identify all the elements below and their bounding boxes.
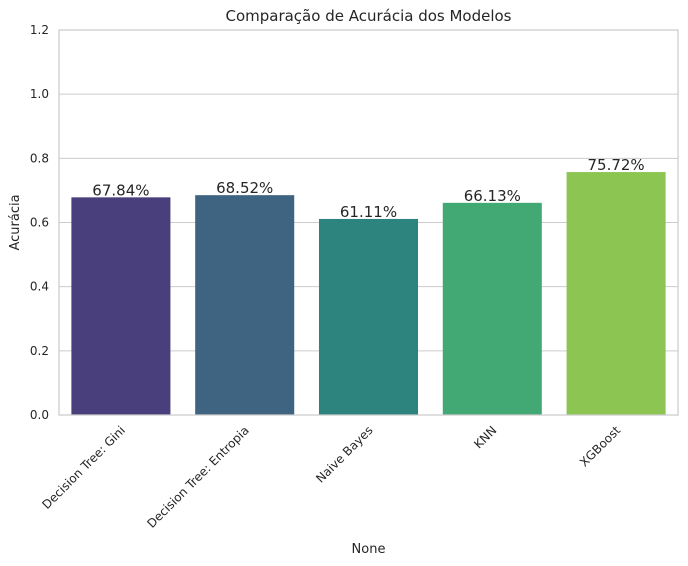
x-tick-label: XGBoost bbox=[577, 423, 623, 469]
bar-value-label: 61.11% bbox=[340, 203, 397, 221]
bar-value-label: 75.72% bbox=[587, 156, 644, 174]
y-tick-label: 0.4 bbox=[30, 280, 49, 294]
x-tick-label: KNN bbox=[471, 423, 499, 451]
bar-value-label: 66.13% bbox=[464, 187, 521, 205]
bars bbox=[71, 172, 666, 415]
x-axis-label: None bbox=[352, 542, 386, 557]
bar bbox=[195, 195, 295, 415]
x-tick-label: Naive Bayes bbox=[313, 423, 375, 485]
y-tick-label: 0.6 bbox=[30, 216, 49, 230]
bar-value-label: 68.52% bbox=[216, 179, 273, 197]
bar-value-labels: 67.84% 68.52% 61.11% 66.13% 75.72% bbox=[92, 156, 644, 221]
bar bbox=[318, 218, 419, 415]
y-tick-label: 0.8 bbox=[30, 151, 49, 165]
bar bbox=[566, 172, 666, 415]
x-tick-label: Decision Tree: Gini bbox=[39, 423, 128, 512]
y-tick-label: 1.0 bbox=[30, 87, 49, 101]
y-axis-label: Acurácia bbox=[8, 194, 23, 250]
y-tick-labels: 0.0 0.2 0.4 0.6 0.8 1.0 1.2 bbox=[30, 23, 49, 422]
y-tick-label: 0.2 bbox=[30, 344, 49, 358]
bar-value-label: 67.84% bbox=[92, 181, 149, 199]
x-tick-labels: Decision Tree: Gini Decision Tree: Entrop… bbox=[39, 423, 623, 531]
x-tick-label: Decision Tree: Entropia bbox=[144, 423, 251, 530]
plot-frame bbox=[58, 29, 679, 416]
chart-title: Comparação de Acurácia dos Modelos bbox=[225, 7, 511, 25]
y-tick-label: 1.2 bbox=[30, 23, 49, 37]
bar bbox=[71, 197, 171, 415]
bar bbox=[442, 202, 542, 415]
y-tick-label: 0.0 bbox=[30, 408, 49, 422]
